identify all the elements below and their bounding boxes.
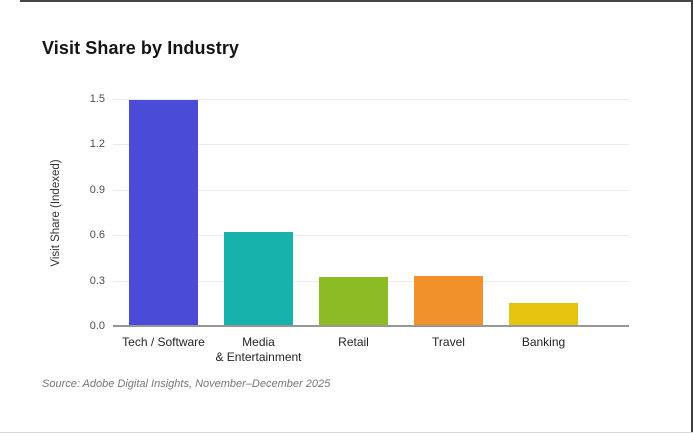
y-tick-label: 0.6 [89,229,105,242]
x-tick-label: Tech / Software [122,335,205,349]
x-tick-label: Media & Entertainment [215,335,302,364]
bar-banking [509,302,578,326]
bar-travel [414,275,483,326]
plot-area [113,99,629,327]
window-edge-right [691,0,693,433]
y-tick-label: 1.5 [89,93,105,105]
x-tick-label: Retail [338,335,369,349]
gridline [113,99,629,100]
gridline [113,189,629,191]
bar-media-entertainment [224,231,293,326]
bar-tech-software [129,100,198,326]
bar-retail [319,277,388,326]
source-note: Source: Adobe Digital Insights, November… [42,378,331,390]
gridline [113,235,629,237]
y-tick-label: 0.9 [89,183,105,196]
window-edge-top [20,0,693,2]
y-axis-title: Visit Share (Indexed) [50,159,62,267]
chart-title: Visit Share by Industry [42,38,240,58]
x-tick-label: Travel [432,335,465,349]
y-tick-label: 0.0 [89,320,105,332]
y-tick-label: 0.3 [89,274,105,287]
x-axis-line [113,325,629,327]
y-tick-label: 1.2 [89,138,105,151]
gridline [113,144,629,146]
x-tick-label: Banking [521,335,566,349]
